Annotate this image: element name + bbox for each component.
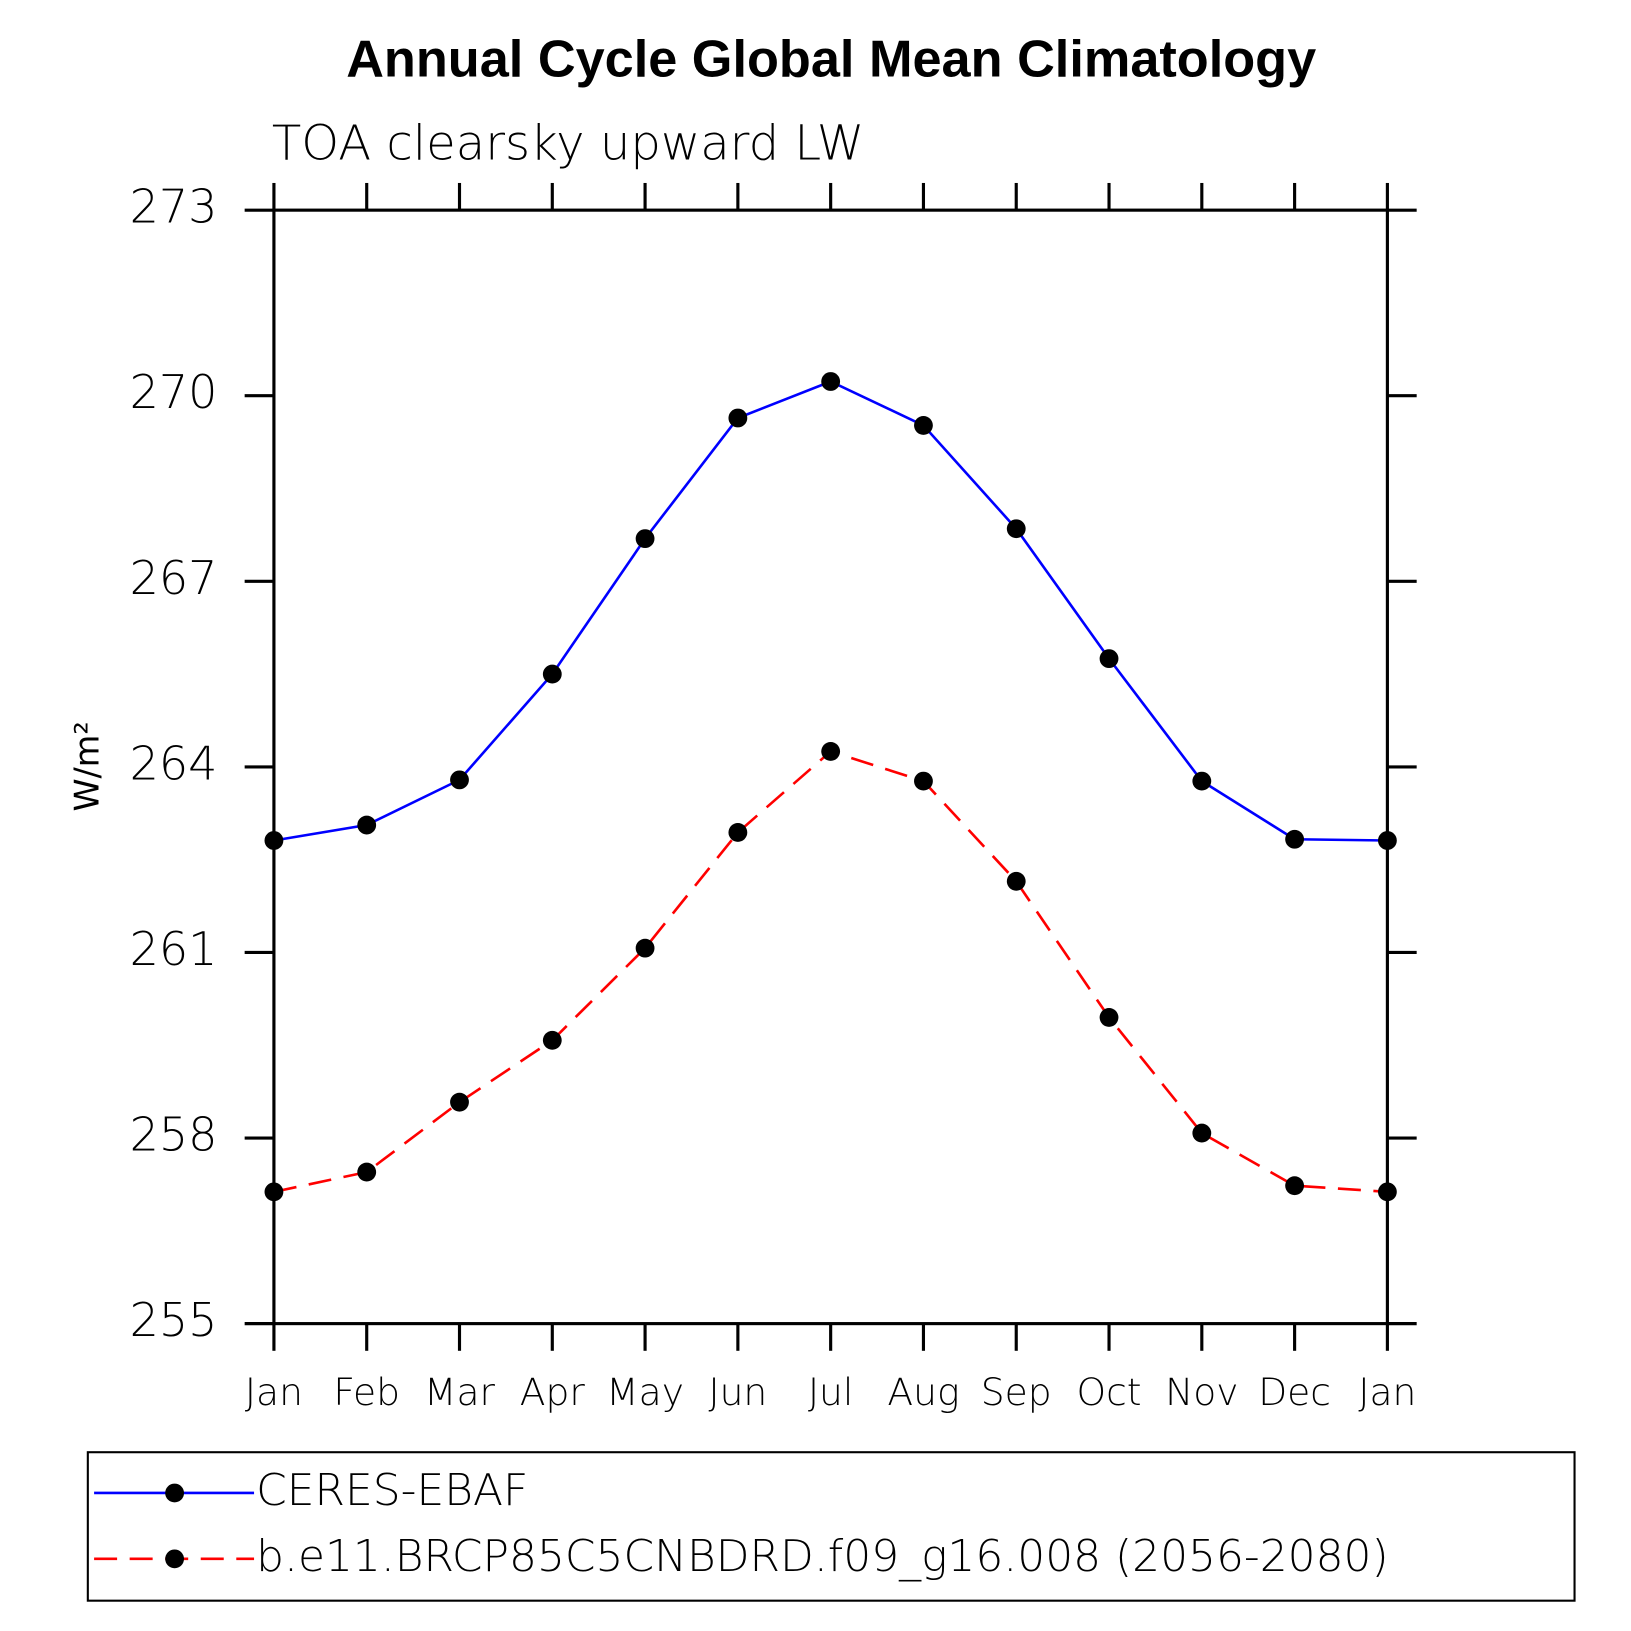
data-point: [1377, 1182, 1397, 1202]
data-point: [821, 742, 841, 761]
legend-label: b.e11.BRCP85C5CNBDRD.f09_g16.008 (2056-2…: [256, 1531, 1388, 1582]
x-tick-label: May: [606, 1370, 684, 1414]
data-line: [273, 380, 1388, 842]
y-tick-label: 261: [130, 922, 218, 976]
x-tick-label: Jan: [245, 1370, 303, 1414]
legend-box: [86, 1451, 1576, 1602]
x-tick-label: Mar: [424, 1370, 496, 1414]
y-tick-label: 255: [130, 1293, 218, 1347]
data-point: [542, 1030, 562, 1050]
data-point: [1099, 649, 1119, 669]
data-point: [1192, 1123, 1212, 1143]
x-tick-label: Oct: [1076, 1370, 1141, 1414]
chart-title: Annual Cycle Global Mean Climatology: [346, 31, 1316, 89]
data-point: [914, 771, 933, 791]
y-tick-label: 258: [130, 1108, 218, 1162]
x-tick-label: Jun: [708, 1370, 767, 1414]
x-tick-label: Jul: [808, 1370, 853, 1414]
x-tick-label: Nov: [1165, 1370, 1238, 1414]
y-tick-label: 264: [130, 736, 218, 790]
data-point: [914, 416, 933, 435]
legend-marker: [165, 1549, 185, 1569]
y-axis-label: W/m²: [67, 721, 106, 811]
x-tick-label: Jan: [1358, 1370, 1416, 1414]
data-point: [450, 770, 469, 790]
x-tick-label: Dec: [1258, 1370, 1331, 1414]
data-point: [357, 1162, 377, 1182]
data-point: [1285, 829, 1305, 849]
x-tick-label: Aug: [887, 1370, 959, 1414]
data-point: [635, 529, 655, 549]
data-point: [542, 664, 562, 684]
data-point: [450, 1092, 469, 1112]
data-point: [1006, 871, 1026, 891]
data-point: [821, 372, 841, 391]
chart-subtitle: TOA clearsky upward LW: [272, 115, 864, 171]
data-point: [357, 815, 377, 835]
data-point: [1377, 831, 1397, 850]
legend-marker: [165, 1483, 185, 1503]
y-tick-label: 273: [130, 180, 218, 234]
data-point: [1099, 1008, 1119, 1027]
x-tick-label: Sep: [981, 1370, 1052, 1414]
data-point: [728, 823, 748, 842]
x-tick-label: Feb: [333, 1370, 400, 1414]
data-point: [728, 408, 748, 428]
data-point: [635, 938, 655, 958]
data-point: [1006, 519, 1026, 539]
y-tick-label: 267: [130, 551, 218, 605]
y-tick-label: 270: [130, 365, 218, 419]
legend-label: CERES-EBAF: [256, 1465, 528, 1516]
data-point: [264, 831, 284, 850]
x-tick-label: Apr: [520, 1370, 586, 1414]
data-point: [264, 1182, 284, 1202]
data-point: [1285, 1176, 1305, 1196]
data-point: [1192, 771, 1212, 791]
data-line: [273, 749, 1388, 1194]
